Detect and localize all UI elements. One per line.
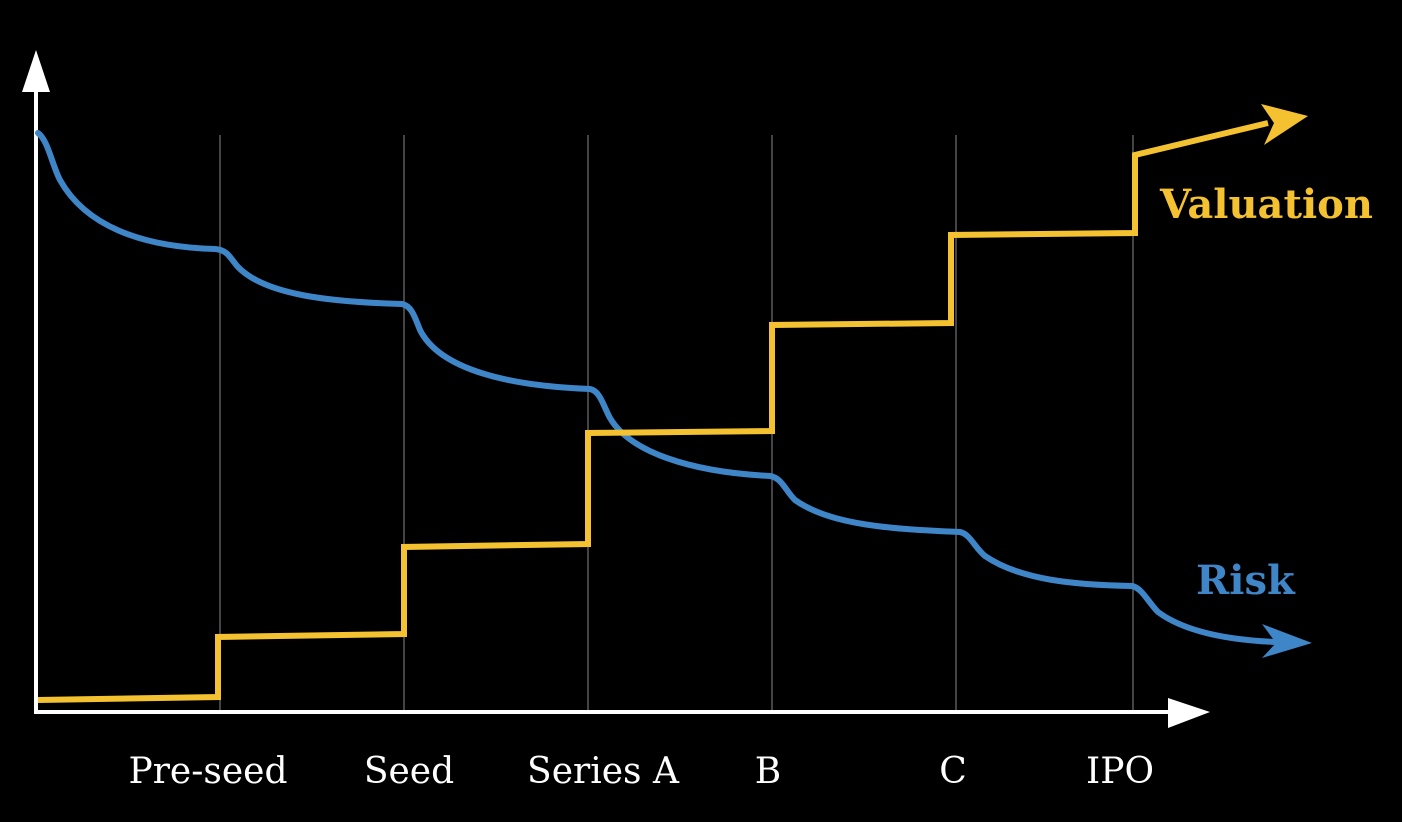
stage-label-seed: Seed [364, 751, 454, 792]
risk-arrowhead [1262, 624, 1312, 658]
stage-labels: Pre-seed Seed Series A B C IPO [128, 751, 1154, 792]
valuation-arrowhead [1261, 104, 1308, 145]
stage-gridlines [219, 135, 1134, 712]
y-axis-arrowhead [22, 50, 50, 92]
valuation-step-line [37, 120, 1269, 703]
valuation-label: Valuation [1159, 181, 1373, 228]
stage-label-ipo: IPO [1086, 751, 1154, 792]
stage-label-pre-seed: Pre-seed [128, 751, 287, 792]
x-axis-arrowhead [1168, 698, 1210, 728]
risk-label: Risk [1196, 557, 1296, 604]
axes [22, 50, 1210, 728]
valuation-series [37, 104, 1308, 703]
stage-label-series-a: Series A [527, 751, 680, 792]
risk-curve [35, 130, 1278, 645]
risk-series [35, 130, 1312, 658]
stage-label-c: C [939, 751, 967, 792]
stage-label-b: B [755, 751, 781, 792]
